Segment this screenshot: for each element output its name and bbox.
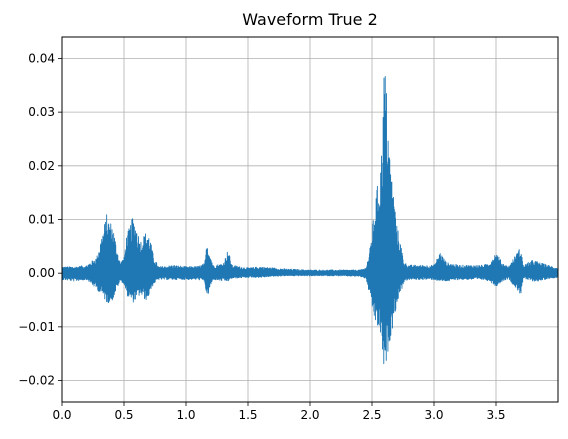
plot-series: [62, 76, 558, 365]
y-tick-label: 0.03: [28, 105, 55, 119]
axis-ticks: 0.0 0.5 1.0 1.5 2.0 2.5 3.0 3.5 −0.02 −0.01 0.00 0.…: [18, 51, 505, 422]
y-tick-label: 0.02: [28, 159, 55, 173]
y-tick-label: 0.04: [28, 51, 55, 65]
x-tick-label: 1.5: [238, 408, 257, 422]
y-tick-label: −0.01: [18, 320, 55, 334]
chart-title: Waveform True 2: [242, 10, 378, 29]
x-tick-label: 3.0: [424, 408, 443, 422]
waveform-line: [62, 76, 558, 365]
x-tick-label: 0.5: [114, 408, 133, 422]
y-tick-label: 0.00: [28, 266, 55, 280]
x-tick-label: 3.5: [486, 408, 505, 422]
x-tick-label: 0.0: [52, 408, 71, 422]
x-tick-label: 1.0: [176, 408, 195, 422]
y-tick-label: −0.02: [18, 374, 55, 388]
x-tick-label: 2.5: [362, 408, 381, 422]
x-tick-label: 2.0: [300, 408, 319, 422]
y-tick-label: 0.01: [28, 213, 55, 227]
